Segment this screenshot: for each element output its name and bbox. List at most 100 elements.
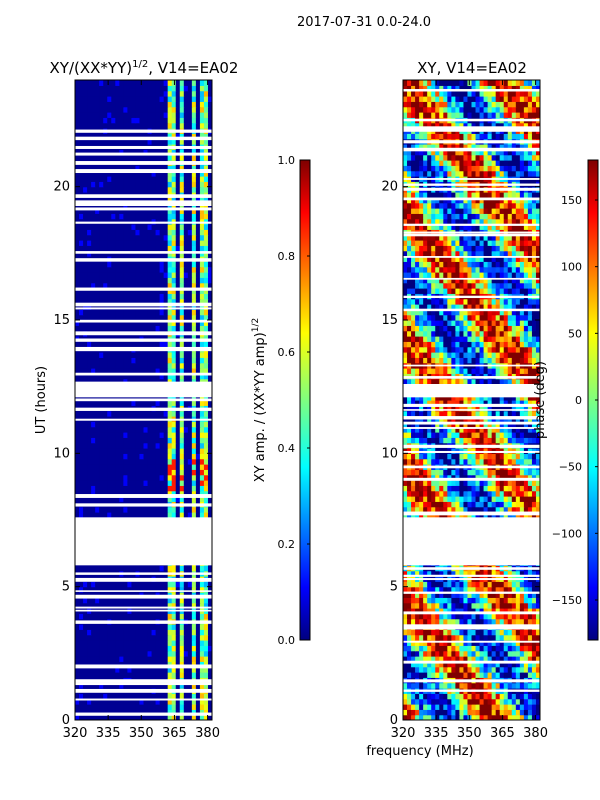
amplitude-cell bbox=[95, 650, 100, 657]
phase-cell bbox=[475, 592, 481, 598]
amplitude-cell bbox=[127, 490, 133, 497]
phase-cell bbox=[491, 656, 497, 662]
amplitude-cell bbox=[99, 325, 104, 332]
amplitude-cell bbox=[111, 240, 116, 246]
amplitude-cell bbox=[159, 362, 165, 369]
amplitude-cell bbox=[75, 314, 80, 321]
amplitude-cell bbox=[83, 234, 88, 241]
gap-stripe bbox=[75, 251, 212, 254]
amplitude-cell bbox=[99, 373, 104, 380]
amplitude-cell bbox=[167, 293, 173, 300]
phase-cell bbox=[519, 640, 525, 646]
amplitude-cell bbox=[75, 464, 80, 470]
phase-cell bbox=[499, 650, 505, 657]
amplitude-cell bbox=[199, 565, 205, 572]
phase-cell bbox=[523, 645, 529, 652]
amplitude-cell bbox=[99, 634, 104, 641]
amplitude-cell bbox=[83, 704, 88, 710]
amplitude-cell bbox=[131, 645, 137, 652]
phase-cell bbox=[475, 714, 481, 720]
phase-cell bbox=[451, 597, 456, 604]
amplitude-cell bbox=[147, 213, 153, 220]
amplitude-cell bbox=[207, 496, 212, 502]
amplitude-cell bbox=[107, 624, 112, 630]
phase-cell bbox=[487, 661, 493, 668]
amplitude-cell bbox=[91, 448, 96, 454]
amplitude-cell bbox=[207, 314, 212, 321]
phase-cell bbox=[411, 650, 416, 657]
amplitude-cell bbox=[127, 282, 133, 289]
amplitude-cell bbox=[107, 309, 112, 316]
phase-cell bbox=[531, 597, 537, 604]
amplitude-cell bbox=[131, 490, 137, 497]
amplitude-cell bbox=[143, 426, 149, 433]
amplitude-cell bbox=[175, 666, 181, 673]
phase-cell bbox=[523, 714, 529, 720]
phase-cell bbox=[535, 597, 540, 604]
amplitude-cell bbox=[83, 314, 88, 321]
amplitude-cell bbox=[91, 293, 96, 300]
phase-cell bbox=[483, 698, 489, 705]
amplitude-cell bbox=[131, 656, 137, 662]
amplitude-cell bbox=[83, 490, 88, 497]
amplitude-cell bbox=[151, 320, 157, 326]
amplitude-cell bbox=[143, 656, 149, 662]
amplitude-cell bbox=[111, 464, 116, 470]
gap-stripe bbox=[75, 319, 212, 323]
amplitude-cell bbox=[131, 597, 137, 604]
amplitude-cell bbox=[143, 421, 149, 428]
amplitude-cell bbox=[195, 80, 201, 86]
phase-cell bbox=[479, 608, 485, 614]
phase-cell bbox=[459, 650, 465, 657]
amplitude-cell bbox=[171, 613, 177, 620]
amplitude-cell bbox=[75, 634, 80, 641]
amplitude-cell bbox=[91, 96, 96, 102]
amplitude-cell bbox=[123, 96, 128, 102]
amplitude-cell bbox=[127, 698, 133, 705]
amplitude-cell bbox=[175, 656, 181, 662]
amplitude-cell bbox=[135, 117, 141, 124]
amplitude-cell bbox=[115, 229, 120, 236]
phase-cell bbox=[411, 629, 416, 636]
amplitude-cell bbox=[147, 197, 153, 204]
phase-cell bbox=[415, 656, 420, 662]
amplitude-cell bbox=[187, 400, 193, 406]
amplitude-cell bbox=[179, 453, 185, 460]
amplitude-cell bbox=[155, 122, 161, 129]
amplitude-cell bbox=[95, 640, 100, 646]
amplitude-cell bbox=[203, 661, 209, 668]
phase-cell bbox=[403, 634, 408, 641]
amplitude-cell bbox=[147, 186, 153, 193]
gap-stripe bbox=[75, 594, 212, 599]
amplitude-cell bbox=[75, 181, 80, 188]
amplitude-cell bbox=[119, 352, 124, 358]
phase-cell bbox=[495, 634, 501, 641]
phase-cell bbox=[531, 698, 537, 705]
amplitude-cell bbox=[207, 357, 212, 364]
amplitude-cell bbox=[159, 106, 165, 113]
amplitude-cell bbox=[79, 634, 84, 641]
amplitude-cell bbox=[135, 624, 141, 630]
amplitude-cell bbox=[151, 304, 157, 310]
amplitude-cell bbox=[175, 597, 181, 604]
amplitude-cell bbox=[207, 661, 212, 668]
phase-cell bbox=[499, 672, 505, 678]
phase-cell bbox=[523, 618, 529, 625]
amplitude-cell bbox=[195, 400, 201, 406]
amplitude-cell bbox=[191, 624, 197, 630]
amplitude-cell bbox=[179, 181, 185, 188]
amplitude-cell bbox=[131, 245, 137, 252]
amplitude-cell bbox=[175, 85, 181, 92]
amplitude-cell bbox=[195, 490, 201, 497]
amplitude-cell bbox=[159, 458, 165, 465]
amplitude-cell bbox=[183, 154, 189, 161]
amplitude-cell bbox=[175, 640, 181, 646]
amplitude-cell bbox=[107, 432, 112, 438]
phase-cell bbox=[419, 640, 424, 646]
amplitude-cell bbox=[103, 704, 108, 710]
amplitude-cell bbox=[79, 469, 84, 476]
amplitude-cell bbox=[131, 154, 137, 161]
gap-stripe bbox=[75, 221, 212, 224]
amplitude-cell bbox=[135, 586, 141, 593]
amplitude-cell bbox=[139, 485, 145, 492]
